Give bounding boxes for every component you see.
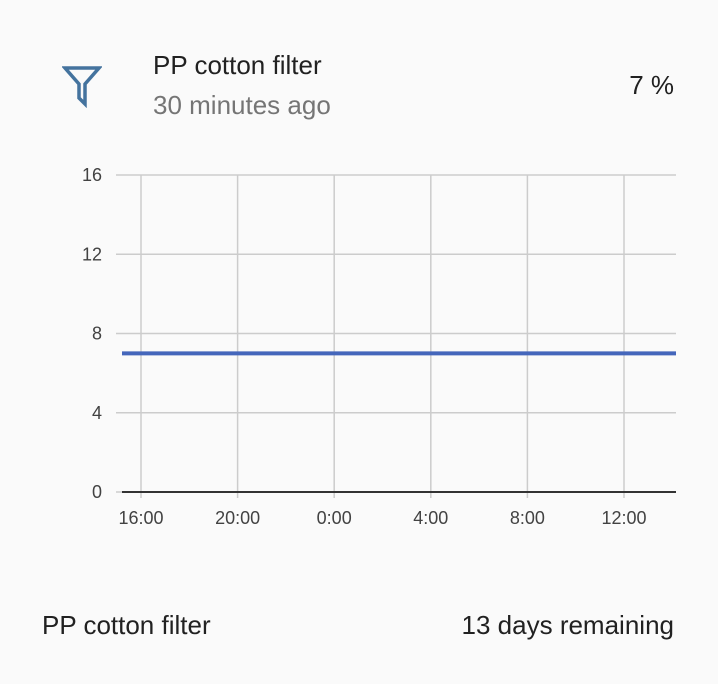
x-tick-label: 20:00 xyxy=(215,508,260,528)
x-tick-label: 0:00 xyxy=(317,508,352,528)
last-updated: 30 minutes ago xyxy=(153,90,331,120)
y-tick-label: 4 xyxy=(92,403,102,423)
x-tick-label: 4:00 xyxy=(413,508,448,528)
y-tick-label: 16 xyxy=(82,165,102,185)
footer-remaining-time: 13 days remaining xyxy=(461,610,674,640)
y-tick-label: 12 xyxy=(82,244,102,264)
x-tick-label: 12:00 xyxy=(601,508,646,528)
x-tick-label: 8:00 xyxy=(510,508,545,528)
sensor-value: 7 % xyxy=(629,70,674,100)
filter-icon xyxy=(62,66,102,108)
x-tick-label: 16:00 xyxy=(118,508,163,528)
history-chart: 0 4 8 12 16 16:00 20:00 0:00 4:00 8:00 12:00 xyxy=(82,165,676,528)
sensor-title[interactable]: PP cotton filter xyxy=(153,50,322,80)
y-tick-label: 8 xyxy=(92,324,102,344)
footer-entity-name[interactable]: PP cotton filter xyxy=(42,610,211,640)
y-tick-label: 0 xyxy=(92,482,102,502)
